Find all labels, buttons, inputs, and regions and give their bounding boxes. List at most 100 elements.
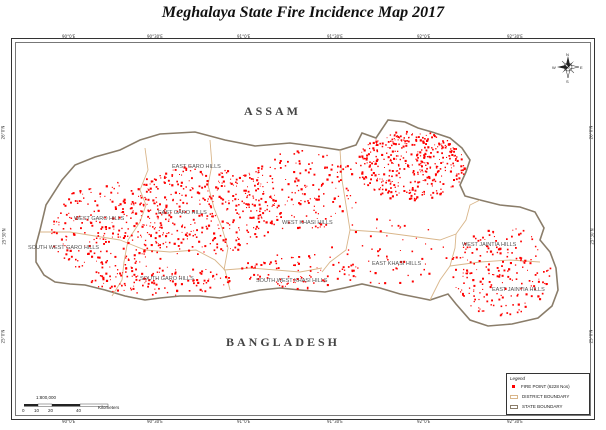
fire-point (403, 139, 405, 141)
fire-point (230, 182, 233, 185)
fire-point (331, 164, 334, 166)
fire-point (245, 266, 248, 269)
fire-point (193, 230, 195, 232)
fire-point (347, 189, 349, 192)
fire-point (179, 248, 181, 250)
fire-point (437, 146, 439, 148)
fire-point (274, 199, 277, 202)
fire-point (318, 188, 320, 191)
fire-point (500, 305, 503, 308)
fire-point (395, 267, 398, 270)
fire-point (263, 261, 265, 263)
fire-point (151, 250, 153, 253)
fire-point (220, 172, 222, 174)
fire-point (177, 238, 180, 241)
fire-point (84, 232, 86, 234)
fire-point (222, 198, 225, 201)
fire-point (511, 252, 513, 254)
fire-point (408, 192, 410, 194)
fire-point (366, 154, 369, 157)
fire-point (192, 187, 194, 190)
fire-point (212, 274, 215, 277)
fire-point (271, 222, 273, 225)
fire-point (122, 247, 125, 250)
graticule-label: 91°30'E (327, 34, 343, 39)
fire-point (73, 220, 75, 222)
fire-point (424, 179, 427, 182)
legend-state: STATE BOUNDARY (510, 404, 563, 409)
fire-point (159, 244, 161, 246)
fire-point (291, 214, 293, 217)
fire-point (218, 227, 220, 230)
fire-point (270, 195, 272, 197)
fire-point (473, 289, 475, 291)
fire-point (489, 286, 492, 289)
fire-point (160, 177, 162, 179)
fire-point (274, 158, 276, 161)
fire-point (66, 247, 68, 249)
fire-point (284, 204, 286, 206)
fire-point (365, 158, 367, 159)
fire-point (132, 202, 135, 205)
fire-point (537, 249, 539, 251)
district-label: EAST JAINTIA HILLS (492, 287, 545, 293)
fire-point (184, 194, 187, 197)
fire-point (264, 210, 266, 212)
fire-point (241, 267, 244, 270)
fire-point (380, 193, 382, 196)
fire-point (269, 263, 271, 265)
fire-point (221, 175, 224, 179)
fire-point (412, 171, 414, 173)
fire-point (516, 272, 518, 274)
fire-point (133, 273, 136, 276)
fire-point (377, 250, 379, 253)
fire-point (434, 144, 436, 146)
fire-point (65, 253, 68, 256)
fire-point (119, 236, 121, 238)
fire-point (150, 244, 153, 247)
fire-point (252, 267, 254, 269)
fire-point (257, 274, 259, 276)
fire-point (237, 243, 240, 246)
fire-point (462, 165, 465, 167)
fire-point (329, 256, 331, 258)
fire-point (257, 183, 259, 185)
fire-point (367, 144, 369, 146)
fire-point (238, 204, 240, 206)
fire-point (434, 180, 437, 183)
fire-point (228, 224, 231, 226)
fire-point (369, 164, 371, 166)
fire-point (534, 274, 537, 276)
fire-point (217, 187, 219, 190)
fire-point (243, 189, 246, 192)
fire-point (337, 195, 340, 197)
fire-point (259, 214, 262, 216)
fire-point (222, 180, 225, 183)
fire-point (105, 272, 108, 275)
fire-point (450, 150, 453, 152)
fire-point (166, 232, 168, 235)
fire-point (112, 225, 115, 228)
fire-point (246, 196, 248, 199)
fire-point (432, 155, 435, 158)
fire-point (395, 170, 397, 172)
fire-point (398, 137, 401, 139)
fire-point (377, 165, 379, 168)
fire-point (348, 274, 350, 276)
fire-point (133, 254, 136, 257)
fire-point (502, 260, 504, 263)
fire-point (104, 216, 106, 219)
fire-point (272, 204, 274, 206)
fire-point (426, 176, 429, 179)
fire-point (408, 167, 410, 168)
fire-point (137, 231, 139, 233)
fire-point (424, 162, 426, 164)
fire-point (296, 278, 299, 281)
fire-point (418, 181, 421, 183)
fire-point (226, 245, 228, 247)
fire-point (340, 164, 342, 167)
fire-point (232, 221, 234, 224)
fire-point (182, 211, 184, 213)
fire-point (460, 291, 462, 293)
fire-point (70, 228, 72, 230)
